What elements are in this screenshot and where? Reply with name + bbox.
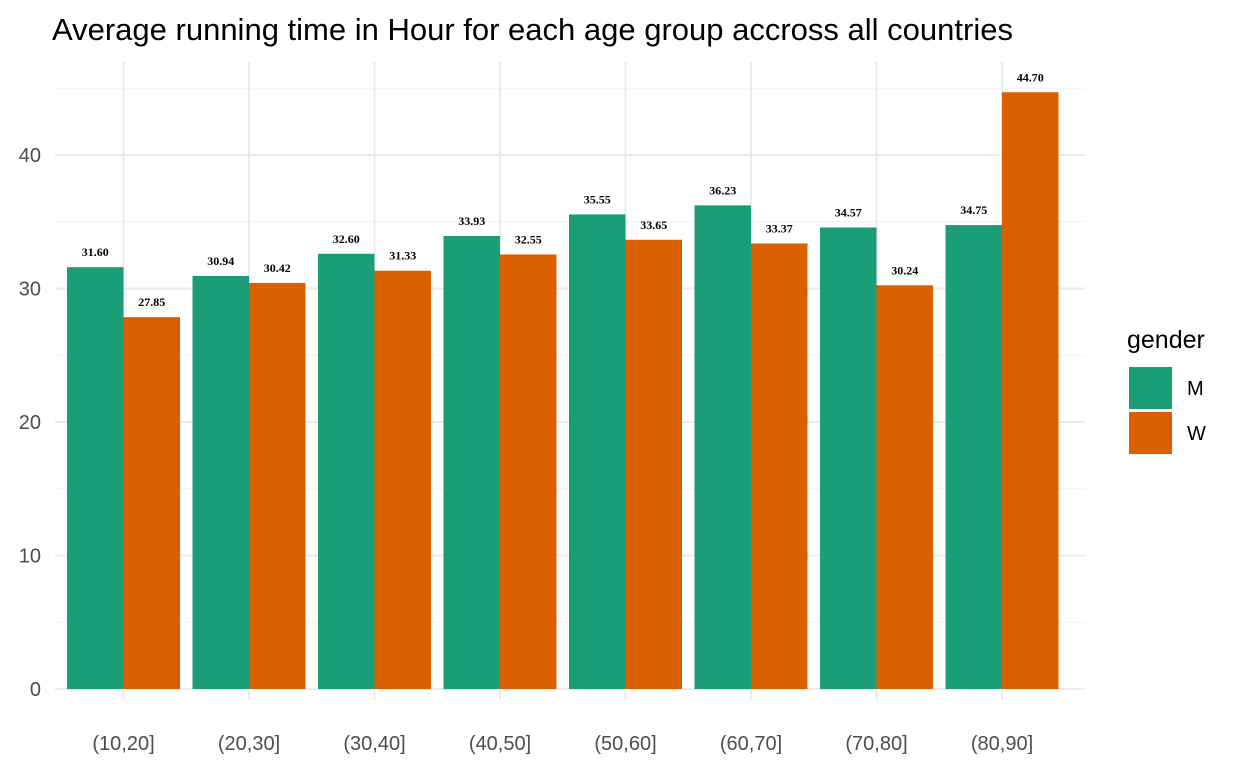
data-label-w-5: 33.65 bbox=[640, 218, 667, 232]
data-label-w-6: 33.37 bbox=[766, 222, 793, 236]
x-tick-label: (30,40] bbox=[343, 733, 405, 755]
bar-w-4 bbox=[500, 254, 557, 689]
y-tick-label: 40 bbox=[19, 145, 41, 167]
bar-w-7 bbox=[876, 285, 933, 689]
y-tick-label: 10 bbox=[19, 546, 41, 568]
bar-m-7 bbox=[820, 227, 877, 690]
bar-w-8 bbox=[1002, 92, 1059, 689]
legend-swatch-m bbox=[1129, 367, 1172, 409]
bar-w-2 bbox=[249, 282, 306, 689]
legend-label-m: M bbox=[1187, 378, 1204, 400]
x-axis: (10,20] (20,30] (30,40] (40,50] (50,60] (60,7… bbox=[92, 733, 1033, 755]
y-tick-label: 30 bbox=[19, 279, 41, 301]
data-label-m-8: 34.75 bbox=[960, 203, 987, 217]
chart-title: Average running time in Hour for each ag… bbox=[52, 12, 1013, 47]
x-tick-label: (50,60] bbox=[594, 733, 656, 755]
bar-m-2 bbox=[192, 275, 249, 689]
data-label-m-7: 34.57 bbox=[835, 205, 862, 219]
legend-title: gender bbox=[1127, 326, 1205, 354]
data-label-m-6: 36.23 bbox=[709, 183, 736, 197]
data-label-m-2: 30.94 bbox=[207, 254, 234, 268]
bar-m-4 bbox=[443, 236, 500, 690]
legend-swatch-w bbox=[1129, 412, 1172, 454]
bar-w-6 bbox=[751, 243, 808, 689]
data-label-m-5: 35.55 bbox=[584, 192, 611, 206]
bars bbox=[67, 92, 1059, 690]
x-tick-label: (20,30] bbox=[218, 733, 280, 755]
data-label-w-3: 31.33 bbox=[389, 249, 416, 263]
y-tick-label: 20 bbox=[19, 412, 41, 434]
legend-label-w: W bbox=[1187, 423, 1206, 445]
bar-w-5 bbox=[625, 239, 682, 689]
y-tick-label: 0 bbox=[30, 679, 41, 701]
data-label-w-8: 44.70 bbox=[1017, 70, 1044, 84]
x-tick-label: (60,70] bbox=[720, 733, 782, 755]
bar-m-8 bbox=[945, 225, 1002, 689]
legend: gender M W bbox=[1127, 326, 1206, 454]
data-label-m-3: 32.60 bbox=[333, 232, 360, 246]
x-tick-label: (80,90] bbox=[971, 733, 1033, 755]
data-label-m-4: 33.93 bbox=[458, 214, 485, 228]
bar-m-6 bbox=[694, 205, 751, 689]
data-label-w-1: 27.85 bbox=[138, 295, 165, 309]
x-tick-label: (70,80] bbox=[845, 733, 907, 755]
bar-m-5 bbox=[569, 214, 626, 689]
data-label-w-4: 32.55 bbox=[515, 232, 542, 246]
x-tick-label: (10,20] bbox=[92, 733, 154, 755]
data-label-w-2: 30.42 bbox=[264, 261, 291, 275]
data-label-w-7: 30.24 bbox=[891, 263, 918, 277]
bar-w-1 bbox=[123, 317, 180, 689]
y-axis: 0 10 20 30 40 bbox=[19, 145, 41, 701]
x-tick-label: (40,50] bbox=[469, 733, 531, 755]
data-labels: 31.60 27.85 30.94 30.42 32.60 31.33 33.93 32.55… bbox=[82, 70, 1044, 309]
bar-m-3 bbox=[318, 253, 375, 690]
bar-m-1 bbox=[67, 267, 124, 689]
data-label-m-1: 31.60 bbox=[82, 245, 109, 259]
bar-w-3 bbox=[374, 270, 431, 689]
